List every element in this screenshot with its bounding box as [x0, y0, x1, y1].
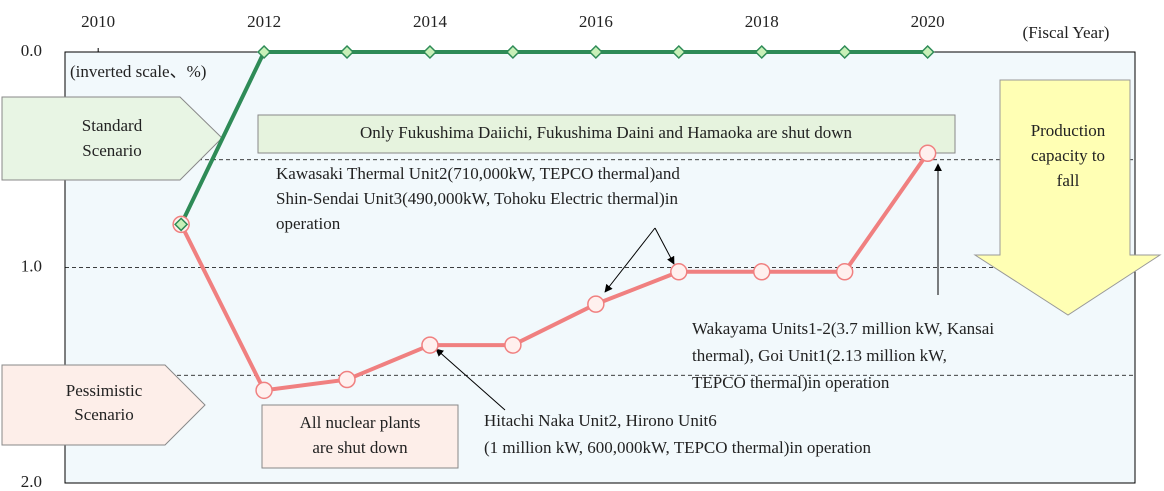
arrow: [435, 348, 506, 411]
annotation: thermal), Goi Unit1(2.13 million kW,: [692, 346, 947, 365]
annotation: TEPCO thermal)in operation: [692, 373, 890, 392]
annotation: All nuclear plants: [300, 413, 421, 432]
x-tick-label: 2018: [745, 12, 779, 31]
annotation: capacity to: [1031, 146, 1105, 165]
y-axis-label: (inverted scale、%): [70, 62, 206, 81]
annotation: Wakayama Units1-2(3.7 million kW, Kansai: [692, 319, 994, 338]
annotation: Production: [1031, 121, 1106, 140]
x-tick-label: 2020: [911, 12, 945, 31]
point: [504, 336, 522, 354]
series-line: [179, 50, 928, 226]
annotation: Only Fukushima Daiichi, Fukushima Daini …: [360, 123, 852, 142]
arrow: [654, 227, 675, 265]
annotation: fall: [1057, 171, 1080, 190]
legend-label: Pessimistic Scenario: [66, 381, 143, 424]
point: [421, 336, 439, 354]
pessimistic-callout: [1, 364, 206, 446]
point: [174, 217, 189, 232]
annotation: are shut down: [312, 438, 408, 457]
point: [339, 44, 355, 60]
annotation: Hitachi Naka Unit2, Hirono Unit6: [484, 411, 717, 430]
point: [918, 144, 937, 163]
note-box: [261, 404, 459, 469]
annotation: Kawasaki Thermal Unit2(710,000kW, TEPCO …: [276, 164, 680, 183]
x-tick-label: 2014: [413, 12, 448, 31]
point: [257, 44, 272, 60]
point: [670, 263, 688, 281]
fall-arrow: [973, 79, 1162, 316]
annotation: Shin-Sendai Unit3(490,000kW, Tohoku Elec…: [276, 189, 679, 208]
standard-callout: [1, 96, 223, 181]
x-axis-label: (Fiscal Year): [1023, 23, 1110, 42]
point: [920, 44, 935, 60]
y-tick-label: 0.0: [21, 41, 42, 60]
point: [338, 370, 356, 389]
point: [505, 44, 520, 60]
point: [754, 44, 769, 60]
note-box: [257, 114, 956, 154]
point: [422, 44, 438, 60]
arrow: [604, 227, 656, 293]
point: [671, 44, 686, 60]
x-tick-label: 2016: [579, 12, 613, 31]
point: [835, 263, 854, 281]
annotation: operation: [276, 214, 341, 233]
y-tick-label: 1.0: [21, 256, 42, 275]
legend-label: Standard Scenario: [82, 116, 143, 160]
point: [752, 263, 771, 281]
annotation: (1 million kW, 600,000kW, TEPCO thermal)…: [484, 438, 872, 457]
x-tick-label: 2010: [81, 12, 115, 31]
point: [255, 381, 273, 400]
y-tick-label: 2.0: [21, 472, 42, 491]
x-tick-label: 2012: [247, 12, 281, 31]
series-line: [179, 152, 930, 393]
point: [587, 295, 605, 313]
point: [588, 44, 603, 60]
point: [837, 44, 852, 60]
